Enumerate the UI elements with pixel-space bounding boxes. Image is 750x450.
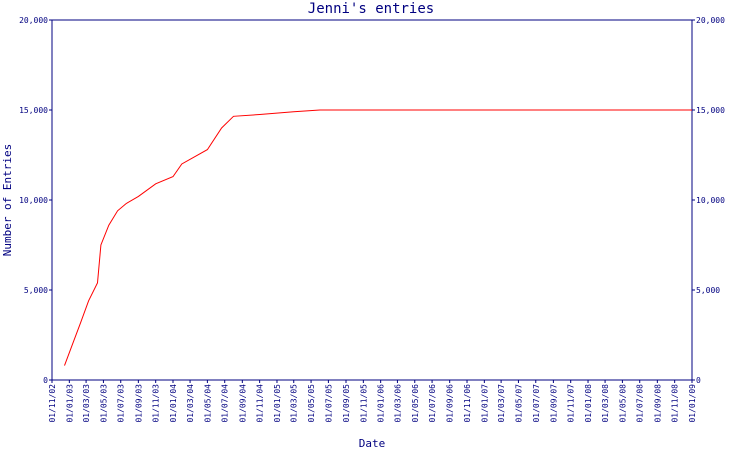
- x-tick-label: 01/09/06: [446, 384, 455, 423]
- x-tick-label: 01/03/05: [290, 384, 299, 423]
- x-tick-label: 01/09/03: [134, 384, 143, 423]
- x-tick-label: 01/07/08: [636, 384, 645, 423]
- x-tick-label: 01/07/04: [221, 384, 230, 423]
- x-tick-label: 01/03/07: [497, 384, 506, 423]
- x-tick-label: 01/07/07: [532, 384, 541, 423]
- left-y-tick-label: 0: [43, 376, 48, 385]
- x-tick-label: 01/11/08: [671, 384, 680, 423]
- x-tick-label: 01/05/04: [203, 384, 212, 423]
- x-tick-label: 01/09/08: [653, 384, 662, 423]
- plot-area-frame: [51, 19, 693, 381]
- x-tick-label: 01/01/03: [65, 384, 74, 423]
- x-tick-label: 01/11/04: [256, 384, 265, 423]
- series-layer: [64, 109, 692, 366]
- chart-title: Jenni's entries: [308, 1, 434, 17]
- x-tick-label: 01/05/03: [99, 384, 108, 423]
- x-tick-label: 01/03/06: [393, 384, 402, 423]
- x-tick-label: 01/09/05: [342, 384, 351, 423]
- x-tick-label: 01/11/06: [463, 384, 472, 423]
- x-tick-label: 01/03/03: [82, 384, 91, 423]
- x-tick-label: 01/01/06: [377, 384, 386, 423]
- x-tick-label: 01/03/04: [186, 384, 195, 423]
- left-y-tick-label: 20,000: [19, 16, 48, 25]
- x-axis-ticks: 01/11/02 01/01/03 01/03/03 01/05/03 01/07/03…: [48, 380, 697, 423]
- x-tick-label: 01/05/05: [307, 384, 316, 423]
- left-axis-ticks: 0 5,000 10,000 15,000 20,000: [19, 16, 52, 385]
- left-y-tick-label: 10,000: [19, 196, 48, 205]
- right-y-tick-label: 20,000: [696, 16, 725, 25]
- x-tick-label: 01/01/08: [584, 384, 593, 423]
- x-tick-label: 01/01/09: [688, 384, 697, 423]
- x-tick-label: 01/11/03: [152, 384, 161, 423]
- x-tick-label: 01/07/06: [428, 384, 437, 423]
- right-y-tick-label: 0: [696, 376, 701, 385]
- right-y-tick-label: 10,000: [696, 196, 725, 205]
- x-tick-label: 01/11/07: [567, 384, 576, 423]
- x-axis-label: Date: [359, 437, 386, 450]
- x-tick-label: 01/05/08: [618, 384, 627, 423]
- x-tick-label: 01/09/04: [238, 384, 247, 423]
- x-tick-label: 01/07/05: [324, 384, 333, 423]
- left-y-tick-label: 15,000: [19, 106, 48, 115]
- x-tick-label: 01/03/08: [601, 384, 610, 423]
- x-tick-label: 01/11/05: [359, 384, 368, 423]
- x-tick-label: 01/01/05: [273, 384, 282, 423]
- right-axis-ticks: 0 5,000 10,000 15,000 20,000: [692, 16, 725, 385]
- right-y-tick-label: 5,000: [696, 286, 720, 295]
- x-tick-label: 01/05/06: [411, 384, 420, 423]
- x-tick-label: 01/01/04: [169, 384, 178, 423]
- x-tick-label: 01/01/07: [480, 384, 489, 423]
- x-tick-label: 01/11/02: [48, 384, 57, 423]
- y-axis-label: Number of Entries: [1, 144, 14, 257]
- series-line: [64, 109, 692, 366]
- right-y-tick-label: 15,000: [696, 106, 725, 115]
- left-y-tick-label: 5,000: [24, 286, 48, 295]
- x-tick-label: 01/09/07: [549, 384, 558, 423]
- x-tick-label: 01/07/03: [117, 384, 126, 423]
- x-tick-label: 01/05/07: [514, 384, 523, 423]
